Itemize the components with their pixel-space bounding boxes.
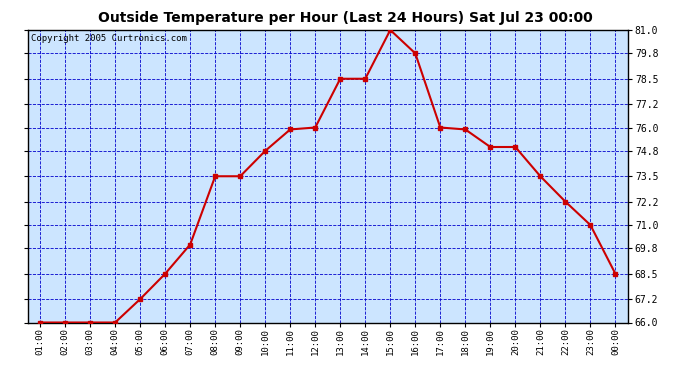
Text: Copyright 2005 Curtronics.com: Copyright 2005 Curtronics.com [30,34,186,44]
Text: Outside Temperature per Hour (Last 24 Hours) Sat Jul 23 00:00: Outside Temperature per Hour (Last 24 Ho… [97,11,593,25]
